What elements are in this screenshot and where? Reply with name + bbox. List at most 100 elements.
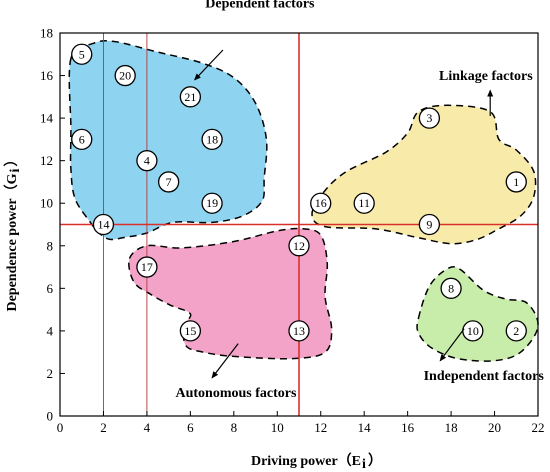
data-point-circle <box>201 128 223 151</box>
data-point-label: 18 <box>206 132 218 146</box>
data-point: 13 <box>288 320 310 342</box>
x-tick-label: 12 <box>314 420 327 435</box>
data-point: 10 <box>462 320 484 342</box>
x-tick-label: 8 <box>231 420 238 435</box>
data-point-circle <box>418 213 441 236</box>
x-tick-label: 18 <box>445 420 458 435</box>
y-tick-label: 16 <box>40 68 54 83</box>
y-axis-title-text: Dependence power（G <box>4 173 20 311</box>
data-point: 18 <box>201 128 223 151</box>
data-point: 2 <box>505 320 527 342</box>
region-arrow <box>194 49 224 81</box>
data-point: 1 <box>505 171 527 193</box>
data-point: 3 <box>418 107 441 129</box>
data-point: 19 <box>201 192 223 214</box>
data-point-label: 21 <box>184 90 196 104</box>
x-axis-title-close: ） <box>368 453 382 469</box>
data-point-label: 6 <box>79 132 85 146</box>
x-tick-label: 6 <box>187 420 194 435</box>
data-point-circle <box>505 320 527 342</box>
x-tick-label: 20 <box>488 420 501 435</box>
x-axis-title-subscript: i <box>362 457 366 472</box>
y-tick-label: 12 <box>40 153 53 168</box>
region-arrow <box>211 343 239 379</box>
data-point-label: 10 <box>467 324 479 338</box>
data-point: 15 <box>179 320 202 342</box>
data-point: 12 <box>288 235 310 257</box>
data-point-circle <box>201 192 223 214</box>
y-tick-label: 0 <box>47 409 54 424</box>
data-point: 5 <box>71 43 93 65</box>
data-point-label: 19 <box>206 196 218 210</box>
data-point: 21 <box>179 86 202 108</box>
y-tick-label: 6 <box>47 281 54 296</box>
y-tick-label: 10 <box>40 196 53 211</box>
x-axis-title: Driving power（E <box>251 453 361 469</box>
region-autonomous-factors <box>128 227 333 360</box>
data-point-circle <box>136 256 158 278</box>
data-point-circle <box>179 86 202 108</box>
data-point-label: 11 <box>358 196 370 210</box>
data-point: 6 <box>71 128 93 151</box>
x-tick-label: 4 <box>144 420 151 435</box>
data-point-label: 4 <box>144 154 150 168</box>
data-point-label: 7 <box>166 175 172 189</box>
y-axis-title-subscript: i <box>8 168 23 172</box>
data-point-label: 16 <box>315 196 327 210</box>
data-point-circle <box>288 235 310 257</box>
data-point-label: 9 <box>426 218 432 232</box>
data-point-label: 1 <box>513 175 519 189</box>
plot-frame <box>59 32 539 417</box>
y-tick-label: 14 <box>40 111 54 126</box>
data-point: 14 <box>92 213 115 236</box>
region-arrow <box>439 328 465 362</box>
data-point-label: 17 <box>141 260 153 274</box>
data-point: 8 <box>440 277 462 299</box>
region-label-layer: Dependent factors Linkage factors Autonomo… <box>176 0 545 401</box>
region-dependent-factors <box>68 40 268 241</box>
data-point: 4 <box>136 150 158 172</box>
data-point-circle <box>418 107 441 129</box>
data-point: 11 <box>353 192 375 214</box>
data-point-label: 3 <box>426 111 432 125</box>
data-point: 17 <box>136 256 158 278</box>
data-point: 20 <box>114 64 136 87</box>
data-point-circle <box>136 150 158 172</box>
data-point-label: 15 <box>184 324 196 338</box>
data-point-label: 5 <box>79 47 85 61</box>
y-tick-label: 4 <box>47 323 54 338</box>
data-point: 7 <box>157 171 180 193</box>
data-point-circle <box>310 192 332 214</box>
data-point-label: 13 <box>293 324 305 338</box>
region-independent-factors <box>416 266 539 362</box>
data-point-circle <box>114 64 136 87</box>
data-point-circle <box>71 128 93 151</box>
region-label: Dependent factors <box>205 0 315 11</box>
data-point-circle <box>505 171 527 193</box>
data-point-circle <box>288 320 310 342</box>
data-point-circle <box>92 213 115 236</box>
y-tick-label: 2 <box>47 366 54 381</box>
region-label: Independent factors <box>424 369 545 384</box>
y-tick-label: 8 <box>47 238 54 253</box>
x-tick-label: 10 <box>271 420 284 435</box>
data-point-label: 8 <box>448 281 454 295</box>
y-tick-label: 18 <box>40 26 53 41</box>
y-axis-title-close: ） <box>4 152 20 166</box>
data-point-circle <box>440 277 462 299</box>
x-tick-label: 16 <box>401 420 415 435</box>
data-point-label: 12 <box>293 239 305 253</box>
data-point-label: 20 <box>119 69 131 83</box>
x-tick-label: 14 <box>358 420 372 435</box>
x-tick-label: 2 <box>100 420 107 435</box>
region-layer <box>68 40 539 362</box>
region-label: Autonomous factors <box>176 386 297 401</box>
data-point-label: 14 <box>97 218 109 232</box>
data-point-circle <box>71 43 93 65</box>
data-point-label: 2 <box>513 324 519 338</box>
x-tick-label: 0 <box>57 420 64 435</box>
data-point: 16 <box>310 192 332 214</box>
